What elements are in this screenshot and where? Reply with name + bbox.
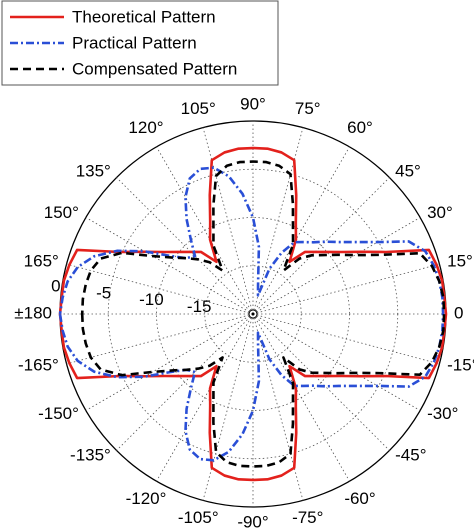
grid-spoke bbox=[252, 146, 350, 315]
r-tick-label: -5 bbox=[96, 283, 111, 302]
grid-spoke bbox=[252, 313, 350, 482]
r-tick-label: 0 bbox=[51, 277, 60, 296]
theta-tick-label: 90° bbox=[240, 94, 266, 113]
grid-spoke bbox=[156, 313, 254, 482]
theta-tick-label: -60° bbox=[344, 489, 375, 508]
theta-tick-label: -15° bbox=[447, 356, 474, 375]
r-tick-label: -10 bbox=[139, 290, 164, 309]
legend-label: Practical Pattern bbox=[72, 33, 197, 52]
theta-tick-label: 45° bbox=[395, 161, 421, 180]
grid-spoke bbox=[252, 177, 390, 315]
theta-tick-label: -45° bbox=[395, 446, 426, 465]
theta-tick-label: -165° bbox=[18, 356, 59, 375]
legend: Theoretical Pattern Practical Pattern Comp… bbox=[1, 0, 279, 86]
theta-tick-label: 0 bbox=[454, 303, 463, 322]
theta-tick-label: 120° bbox=[128, 118, 163, 137]
grid-spoke bbox=[116, 177, 254, 315]
theta-tick-label: -150° bbox=[38, 404, 79, 423]
legend-label: Theoretical Pattern bbox=[72, 7, 216, 26]
r-tick-label: -15 bbox=[187, 297, 212, 316]
grid-spoke bbox=[202, 313, 254, 501]
grid-spoke bbox=[85, 217, 254, 315]
theta-tick-label: 150° bbox=[44, 203, 79, 222]
grid-spoke bbox=[202, 127, 254, 315]
center-dot bbox=[251, 312, 255, 316]
grid-spoke bbox=[252, 217, 421, 315]
pattern-line bbox=[58, 146, 448, 482]
theta-tick-label: 105° bbox=[181, 99, 216, 118]
theta-tick-label: 135° bbox=[76, 161, 111, 180]
grid-spoke bbox=[66, 263, 254, 315]
legend-label: Compensated Pattern bbox=[72, 59, 237, 78]
theta-tick-label: -90° bbox=[237, 512, 268, 530]
grid-spoke bbox=[252, 313, 304, 501]
theta-tick-label: 30° bbox=[427, 203, 453, 222]
grid-spoke bbox=[85, 313, 254, 411]
grid-spoke bbox=[66, 313, 254, 365]
pattern-line bbox=[58, 166, 445, 462]
theta-tick-label: -30° bbox=[427, 404, 458, 423]
theta-tick-label: -75° bbox=[292, 508, 323, 527]
theta-tick-label: 165° bbox=[24, 251, 59, 270]
theta-tick-label: ±180 bbox=[14, 303, 52, 322]
theta-tick-label: 60° bbox=[347, 118, 373, 137]
theta-tick-label: 75° bbox=[295, 99, 321, 118]
grid-spoke bbox=[156, 146, 254, 315]
grid-spoke bbox=[252, 313, 390, 451]
theta-tick-label: -120° bbox=[126, 489, 167, 508]
grid-spoke bbox=[252, 263, 440, 315]
grid-spoke bbox=[252, 313, 440, 365]
theta-tick-label: -105° bbox=[178, 508, 219, 527]
center-marker bbox=[248, 309, 258, 319]
theta-tick-label: 15° bbox=[447, 251, 473, 270]
theta-tick-label: -135° bbox=[70, 446, 111, 465]
grid-spoke bbox=[252, 313, 421, 411]
grid-spoke bbox=[116, 313, 254, 451]
grid-spoke bbox=[252, 127, 304, 315]
pattern-line bbox=[80, 160, 446, 468]
